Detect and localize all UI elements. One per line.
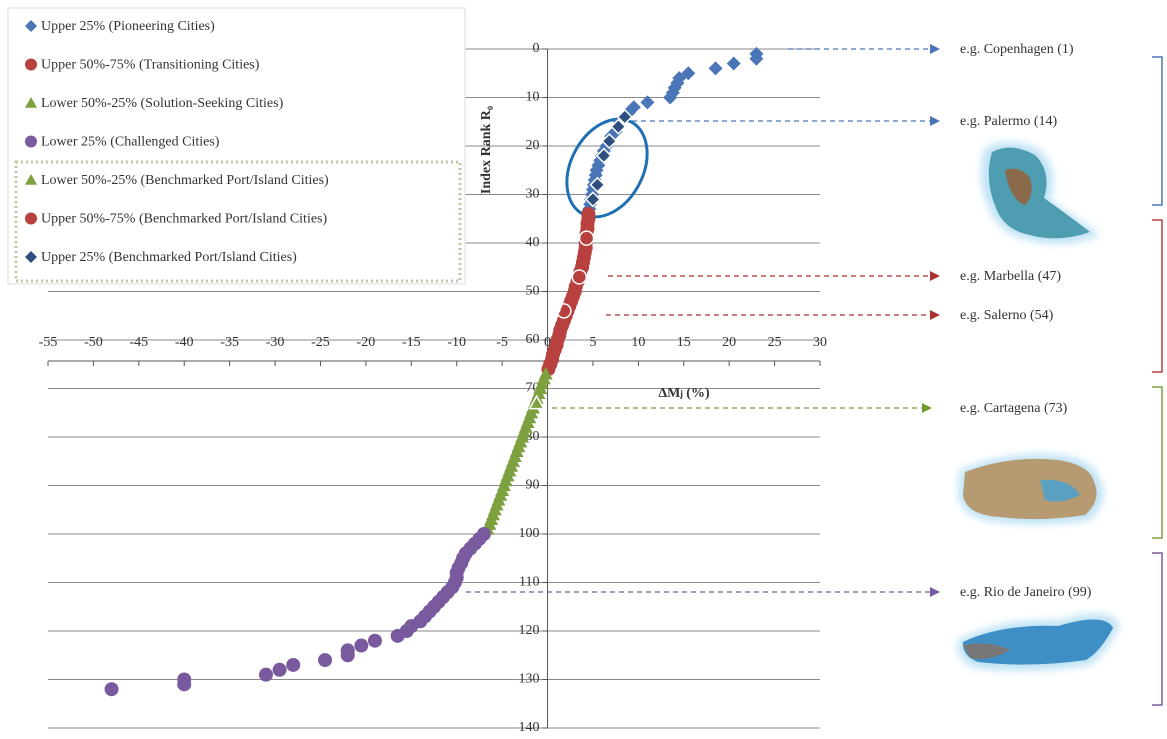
arrow-head [930,44,940,54]
legend-label: Lower 25% (Challenged Cities) [41,135,220,150]
x-tick-label: -35 [220,335,239,350]
x-tick-label: -5 [496,335,508,350]
series [586,110,632,206]
x-tick-label: -45 [129,335,148,350]
y-tick-label: 60 [526,332,540,347]
legend-label: Upper 25% (Pioneering Cities) [41,19,215,34]
arrow-head [930,310,940,320]
data-point [709,61,723,75]
y-tick-label: 100 [519,526,540,541]
x-tick-label: -40 [175,335,194,350]
y-tick-label: 50 [526,284,540,299]
arrow-head [922,403,932,413]
legend-marker [25,213,37,225]
legend-label: Upper 50%-75% (Transitioning Cities) [41,58,260,73]
series [105,527,491,696]
annotation: e.g. Palermo (14) [960,114,1058,129]
y-tick-label: 140 [519,720,540,734]
x-tick-label: -10 [447,335,466,350]
group-brackets [1152,57,1162,705]
legend-label: Lower 50%-25% (Solution-Seeking Cities) [41,96,284,111]
y-tick-label: 110 [519,575,539,590]
legend-label: Upper 50%-75% (Benchmarked Port/Island C… [41,212,327,227]
x-tick-label: -20 [357,335,376,350]
x-tick-label: -25 [311,335,330,350]
data-point [391,629,405,643]
data-point [341,648,355,662]
x-tick-label: 30 [813,335,827,350]
city-image [958,454,1103,525]
arrow-head [930,271,940,281]
data-point [259,668,273,682]
annotation: e.g. Salerno (54) [960,308,1054,323]
data-point [105,682,119,696]
x-tick-label: 5 [589,335,596,350]
y-tick-label: 90 [526,478,540,493]
page: {"chart_data":{"type":"scatter", "x_labe… [0,0,1167,739]
data-point [177,677,191,691]
x-tick-label: -30 [266,335,285,350]
data-point [368,634,382,648]
y-tick-label: 20 [526,138,540,153]
x-tick-label: 25 [768,335,782,350]
x-axis-title: ΔMⱼ (%) [658,386,710,401]
x-tick-label: -55 [39,335,58,350]
y-tick-label: 130 [519,672,540,687]
y-tick-label: 30 [526,187,540,202]
arrow-head [930,116,940,126]
annotation: e.g. Cartagena (73) [960,401,1068,416]
data-point [286,658,300,672]
data-point [354,639,368,653]
highlight-ellipse [551,105,663,231]
city-image [981,142,1100,244]
legend-marker [25,59,37,71]
series [481,367,553,535]
legend-label: Lower 50%-25% (Benchmarked Port/Island C… [41,173,329,188]
city-image [958,614,1120,671]
annotation: e.g. Copenhagen (1) [960,42,1074,57]
chart: 0102030405060708090100110120130140-55-50… [0,0,1167,734]
series [582,47,763,216]
legend-label: Upper 25% (Benchmarked Port/Island Citie… [41,250,297,265]
y-tick-label: 10 [526,90,540,105]
arrow-head [930,587,940,597]
legend-marker [25,136,37,148]
data-point [318,653,332,667]
y-tick-label: 40 [526,235,540,250]
x-tick-label: -15 [402,335,421,350]
data-point [273,663,287,677]
x-tick-label: 10 [631,335,645,350]
y-tick-label: 0 [533,41,540,56]
annotation: e.g. Marbella (47) [960,269,1061,284]
x-tick-label: 20 [722,335,736,350]
y-tick-label: 120 [519,623,540,638]
x-tick-label: -50 [84,335,103,350]
x-tick-label: 15 [677,335,691,350]
annotation: e.g. Rio de Janeiro (99) [960,585,1092,600]
y-axis-title: Index Rank R₀ [479,106,494,194]
data-point [727,57,741,71]
